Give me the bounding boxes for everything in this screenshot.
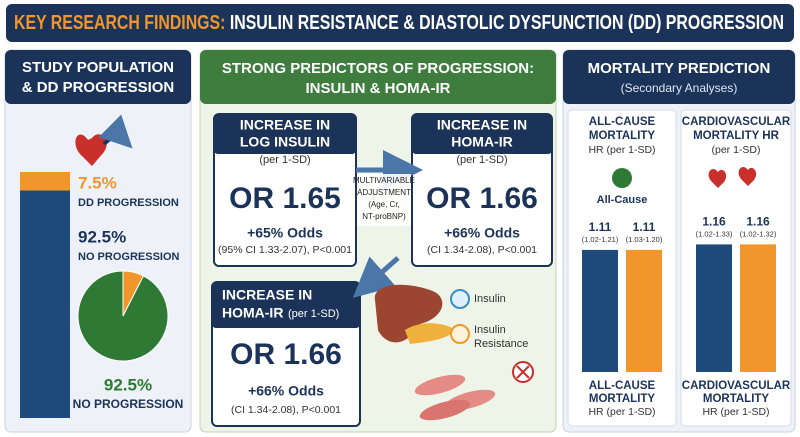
card-heading: INCREASE IN [240,117,330,133]
chart-heading: HR (per 1-SD) [588,144,655,156]
note-box [357,174,411,226]
bar-value: 1.16 [746,215,770,229]
chart-footer: ALL-CAUSE [589,380,656,392]
mortality-header [563,50,795,104]
ci-text: (CI 1.34-2.08), P<0.001 [231,404,341,416]
chart-heading: MORTALITY [589,130,656,142]
header-title: KEY RESEARCH FINDINGS: INSULIN RESISTANC… [14,12,784,34]
segment-label: 7.5% [78,173,117,192]
cell [414,374,466,396]
note-text: NT-proBNP) [362,212,406,221]
adjustment-note: MULTIVARIABLE ADJUSTMENT (Age, Cr, NT-proBN… [353,174,415,226]
pie-name: NO PROGRESSION [73,397,184,411]
bar-segment [20,190,70,418]
note-text: ADJUSTMENT [357,188,411,197]
stacked-bar [20,172,70,418]
insulin-icon [450,289,470,309]
arrow [352,256,400,298]
legend-text: Insulin [474,293,506,305]
bar-value: 1.11 [589,220,612,234]
odds-text: +66% Odds [248,383,324,399]
heart-arrow [98,114,133,149]
chart-footer: HR (per 1-SD) [702,406,769,418]
chart-heading: CARDIOVASCULAR [682,116,791,128]
pie-chart [77,270,169,362]
card-heading: LOG INSULIN [240,134,330,150]
blocked-icon [516,365,530,379]
bar-ci: (1.02-1.21) [582,235,619,244]
card-heading: INCREASE IN [437,117,527,133]
card-heading: HOMA-IR [222,305,283,321]
bar [696,244,732,372]
predictors-header [200,50,556,104]
legend-text: Resistance [474,338,528,350]
pie-label: 92.5% [104,375,152,394]
bar-value: 1.16 [702,215,726,229]
card-heading: INCREASE IN [222,287,312,303]
pancreas-icon [405,323,455,344]
bar-value: 1.11 [633,220,656,234]
cells-icon [414,374,496,421]
bar-ci: (1.02-1.33) [696,229,733,238]
card-header [412,114,552,154]
odds-ratio: OR 1.66 [230,338,342,371]
bar-ci: (1.02-1.32) [740,229,777,238]
legend-text: Insulin [474,324,506,336]
note-text: (Age, Cr, [368,200,400,209]
odds-text: +66% Odds [444,225,520,241]
bar [740,244,776,372]
mortality-title: MORTALITY PREDICTION [588,60,771,77]
card-header [212,282,360,328]
icon [708,167,757,188]
note-text: MULTIVARIABLE [353,176,415,185]
title-lead: KEY RESEARCH FINDINGS: [14,12,225,34]
resistance-icon [450,324,470,344]
population-title: & DD PROGRESSION [22,79,175,96]
card-unit: (per 1-SD) [288,308,339,320]
mortality-subtitle: (Secondary Analyses) [621,81,738,95]
segment-name: NO PROGRESSION [78,251,180,263]
icon-label: All-Cause [597,194,648,206]
chart-heading: ALL-CAUSE [589,116,656,128]
chart-heading: MORTALITY HR [693,130,780,142]
population-header [5,50,191,104]
title-rest: INSULIN RESISTANCE & DIASTOLIC DYSFUNCTI… [230,12,784,34]
ci-text: (95% CI 1.33-2.07), P<0.001 [218,244,352,256]
bar-ci: (1.03-1.20) [626,235,663,244]
chart-footer: MORTALITY [589,393,656,405]
header-bar [6,4,794,42]
liver-icon [374,284,443,343]
odds-text: +65% Odds [247,225,323,241]
pie-slice [77,270,169,362]
chart-heading: (per 1-SD) [711,144,760,156]
odds-ratio: OR 1.66 [426,182,538,215]
segment-label: 92.5% [78,227,126,246]
card-heading: HOMA-IR [451,134,512,150]
bar [582,249,618,372]
bar [626,249,662,372]
card-unit: (per 1-SD) [456,154,507,166]
chart-footer: MORTALITY [703,393,770,405]
chart-footer: HR (per 1-SD) [588,406,655,418]
predictors-title: STRONG PREDICTORS OF PROGRESSION: [222,60,534,77]
chart-footer: CARDIOVASCULAR [682,380,791,392]
card-unit: (per 1-SD) [259,154,310,166]
ci-text: (CI 1.34-2.08), P<0.001 [427,244,537,256]
predictors-title: INSULIN & HOMA-IR [306,80,451,97]
bar-segment [20,172,70,191]
population-title: STUDY POPULATION [22,59,174,76]
odds-ratio: OR 1.65 [229,182,341,215]
segment-name: DD PROGRESSION [78,197,179,209]
icon [612,168,632,188]
cell [419,399,471,421]
card-header [214,114,356,154]
